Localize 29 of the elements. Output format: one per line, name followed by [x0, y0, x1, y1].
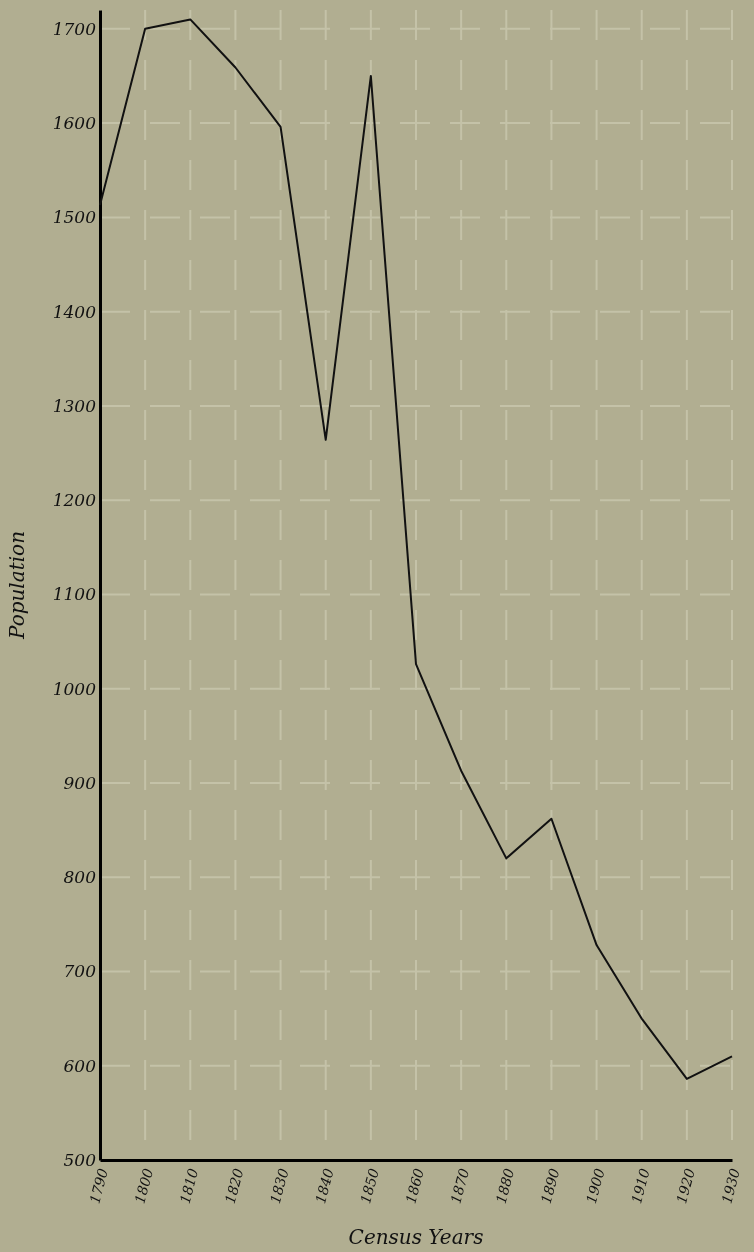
- line-series: [99, 18, 733, 1080]
- x-tick-label: 1870: [447, 1166, 473, 1206]
- y-tick-label: 600: [63, 1055, 97, 1076]
- x-tick-label: 1880: [492, 1166, 518, 1206]
- y-tick-label: 1500: [52, 207, 97, 228]
- x-tick-label: 1830: [266, 1166, 292, 1206]
- y-tick-label: 1000: [52, 678, 97, 699]
- y-tick-label: 1700: [52, 18, 97, 39]
- y-axis-title: Population: [5, 530, 29, 641]
- x-tick-label: 1860: [402, 1166, 428, 1206]
- x-tick-label: 1890: [537, 1166, 563, 1206]
- y-tick-label: 1400: [52, 301, 97, 322]
- x-tick-label: 1810: [176, 1166, 202, 1206]
- y-tick-label: 1300: [52, 395, 97, 416]
- y-tick-label: 900: [63, 772, 97, 793]
- x-tick-label: 1850: [357, 1166, 382, 1206]
- x-axis-title: Census Years: [348, 1225, 484, 1249]
- x-tick-label: 1930: [718, 1166, 744, 1206]
- y-tick-label: 700: [63, 961, 97, 982]
- x-tick-label: 1820: [221, 1166, 247, 1206]
- x-tick-label: 1800: [131, 1166, 157, 1206]
- y-tick-label: 1200: [52, 490, 97, 511]
- y-tick-label: 800: [63, 867, 97, 888]
- x-tick-label: 1840: [312, 1166, 337, 1206]
- x-tick-label: 1900: [582, 1166, 608, 1206]
- x-tick-label: 1920: [673, 1166, 698, 1206]
- y-tick-label: 1100: [52, 584, 97, 605]
- x-tick-label: 1910: [628, 1166, 653, 1206]
- y-tick-label: 1600: [52, 113, 97, 134]
